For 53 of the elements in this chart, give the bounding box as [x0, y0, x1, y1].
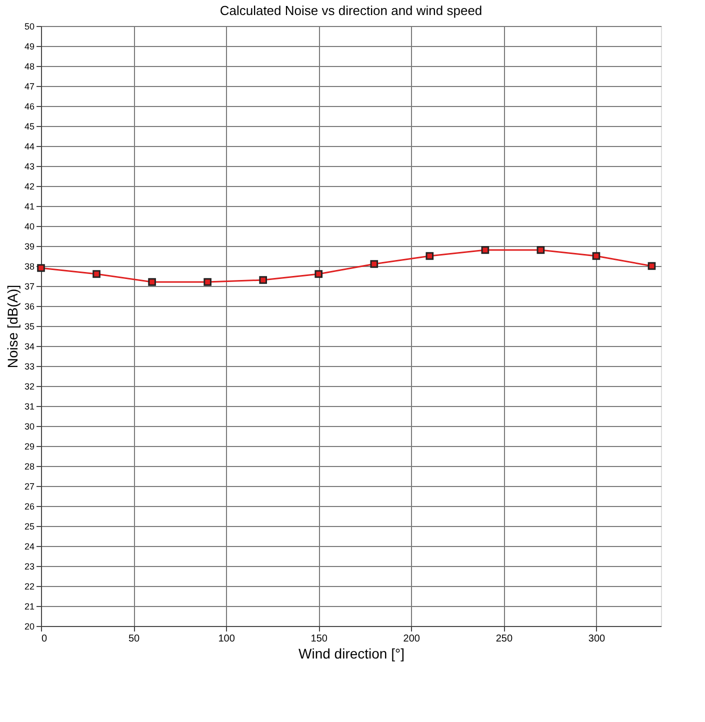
point [481, 246, 490, 254]
y-axis-title: Noise [dB(A)] [4, 284, 20, 368]
y-tick-label: 44 [24, 142, 34, 152]
x-tick-label: 300 [588, 634, 606, 644]
y-tick-label: 39 [24, 242, 34, 252]
point [204, 278, 212, 286]
point [648, 262, 656, 270]
x-axis-title: Wind direction [°] [298, 646, 404, 662]
y-tick-label: 46 [24, 102, 34, 112]
point [592, 252, 600, 260]
y-tick-label: 43 [24, 162, 34, 172]
point [259, 276, 268, 284]
y-tick-label: 27 [24, 482, 34, 492]
y-tick-label: 34 [24, 342, 34, 352]
y-tick-label: 20 [24, 622, 34, 632]
y-tick-label: 50 [24, 22, 34, 32]
y-tick-label: 31 [24, 402, 34, 412]
y-tick-label: 36 [24, 302, 34, 312]
y-tick-label: 33 [24, 362, 34, 372]
y-tick-label: 28 [24, 462, 34, 472]
y-tick-label: 35 [24, 322, 34, 332]
y-tick-label: 41 [24, 202, 34, 212]
y-tick-label: 32 [24, 382, 34, 392]
y-tick-label: 45 [24, 122, 34, 132]
point [148, 278, 156, 286]
x-tick-label: 0 [42, 634, 48, 644]
x-tick-label: 50 [128, 634, 140, 644]
point [536, 246, 545, 254]
y-tick-label: 37 [24, 282, 34, 292]
y-tick-label: 42 [24, 182, 34, 192]
chart-title: Calculated Noise vs direction and wind speed [220, 3, 482, 18]
point [92, 270, 100, 278]
y-tick-label: 23 [24, 562, 34, 572]
y-tick-label: 22 [24, 582, 34, 592]
point [37, 264, 45, 272]
y-tick-label: 47 [24, 82, 34, 92]
y-tick-label: 21 [24, 602, 34, 612]
x-tick-label: 100 [218, 634, 236, 644]
y-tick-label: 49 [24, 42, 34, 52]
point [370, 260, 378, 268]
point [314, 270, 323, 278]
y-tick-label: 30 [24, 422, 34, 432]
y-tick-label: 24 [24, 542, 34, 552]
y-tick-label: 38 [24, 262, 34, 272]
y-tick-label: 29 [24, 442, 34, 452]
point [426, 252, 434, 260]
x-tick-label: 250 [496, 634, 513, 644]
x-tick-label: 200 [403, 634, 420, 644]
y-tick-label: 40 [24, 222, 34, 232]
y-tick-label: 48 [24, 62, 34, 72]
y-tick-label: 26 [24, 502, 34, 512]
x-tick-label: 150 [310, 634, 328, 644]
y-tick-label: 25 [24, 522, 34, 532]
